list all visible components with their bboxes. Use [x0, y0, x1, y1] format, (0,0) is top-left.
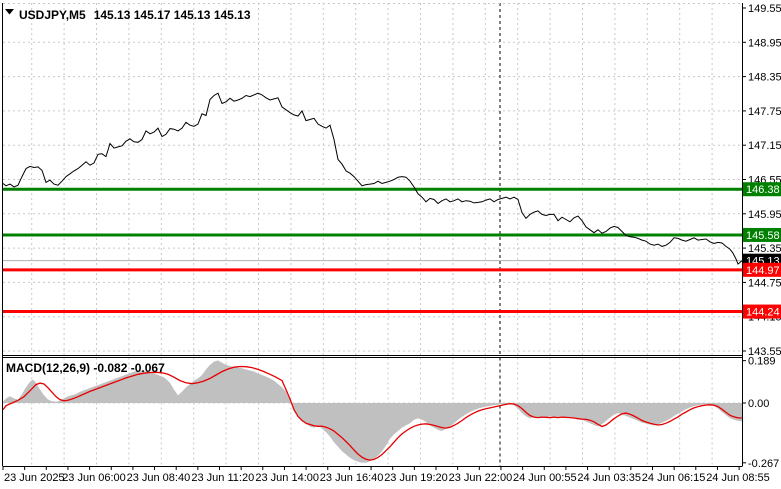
- price-tick-label: 144.75: [748, 277, 781, 289]
- macd-indicator-label: MACD(12,26,9) -0.082 -0.067: [6, 361, 165, 375]
- support-level-badge-label: 144.97: [746, 265, 780, 277]
- macd-histogram: [3, 360, 742, 463]
- resistance-level-badge-label: 145.58: [746, 230, 780, 242]
- time-tick-label: 24 Jun 06:15: [642, 472, 706, 484]
- chart-title: USDJPY,M5 145.13 145.17 145.13 145.13: [19, 8, 251, 22]
- price-tick-label: 149.55: [748, 3, 781, 15]
- support-level-badge: [743, 304, 781, 319]
- price-tick-label: 148.95: [748, 37, 781, 49]
- price-tick-label: 143.55: [748, 346, 781, 358]
- resistance-level-badge-label: 146.38: [746, 184, 780, 196]
- time-tick-label: 23 Jun 19:20: [384, 472, 448, 484]
- price-series-layer: [2, 92, 743, 265]
- time-tick-label: 23 Jun 16:40: [320, 472, 384, 484]
- macd-signal-line: [2, 365, 743, 461]
- price-tick-label: 145.35: [748, 243, 781, 255]
- resistance-level-badge: [743, 182, 781, 197]
- support-level-badge: [743, 262, 781, 277]
- time-tick-label: 23 Jun 06:00: [62, 472, 126, 484]
- macd-panel-layer: [2, 360, 743, 463]
- price-tick-label: 147.75: [748, 106, 781, 118]
- symbol-dropdown-icon[interactable]: [5, 9, 14, 15]
- time-tick-label: 23 Jun 08:40: [127, 472, 191, 484]
- price-tick-label: 147.15: [748, 140, 781, 152]
- time-tick-label: 24 Jun 08:55: [706, 472, 770, 484]
- macd-tick-label: -0.267: [748, 458, 779, 470]
- resistance-level-badge: [743, 227, 781, 242]
- price-tick-label: 145.95: [748, 209, 781, 221]
- quote-ohlc-label: 145.13 145.17 145.13 145.13: [94, 8, 251, 22]
- time-tick-label: 23 Jun 22:00: [449, 472, 513, 484]
- time-tick-label: 24 Jun 00:55: [513, 472, 577, 484]
- time-tick-label: 24 Jun 03:35: [577, 472, 641, 484]
- support-level-badge-label: 144.24: [746, 307, 780, 319]
- level-lines-layer[interactable]: [3, 187, 742, 314]
- time-tick-label: 23 Jun 14:00: [255, 472, 319, 484]
- panel-borders: [2, 3, 743, 467]
- macd-tick-label: 0.189: [748, 356, 776, 368]
- time-tick-label: 23 Jun 11:20: [191, 472, 254, 484]
- symbol-period-label: USDJPY,M5: [19, 8, 86, 22]
- time-tick-label: 23 Jun 2025: [4, 472, 65, 484]
- price-line: [2, 92, 743, 265]
- price-tick-label: 148.35: [748, 72, 781, 84]
- macd-tick-label: 0.00: [748, 398, 769, 410]
